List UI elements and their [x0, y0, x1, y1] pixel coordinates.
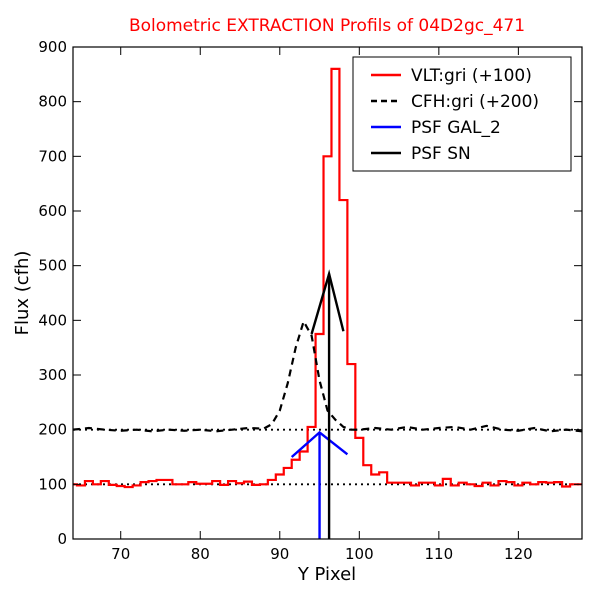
legend-label-cfh-gri-200: CFH:gri (+200) — [411, 92, 539, 112]
plot-frame — [72, 46, 583, 540]
legend-label-psf-gal-2: PSF GAL_2 — [411, 118, 501, 138]
psf-curve — [310, 269, 345, 335]
y-tick-label: 0 — [57, 530, 67, 548]
x-tick-label: 70 — [111, 545, 130, 563]
x-tick-label: 100 — [345, 545, 374, 563]
series-line — [73, 318, 582, 433]
y-axis-label: Flux (cfh) — [12, 251, 33, 336]
y-tick-label: 300 — [38, 366, 67, 384]
legend-label-psf-sn: PSF SN — [411, 144, 471, 164]
axes: 70 80 90 100 110 120 0 100 200 300 400 500 600 700 800… — [38, 38, 583, 563]
x-tick-label: 120 — [504, 545, 533, 563]
series-psf-gal-2 — [290, 430, 349, 539]
y-tick-label: 700 — [38, 147, 67, 165]
plot-area — [73, 67, 582, 539]
y-tick-label: 200 — [38, 421, 67, 439]
y-tick-label: 100 — [38, 475, 67, 493]
chart-title: Bolometric EXTRACTION Profils of 04D2gc_… — [129, 16, 525, 36]
x-tick-label: 80 — [191, 545, 210, 563]
y-tick-label: 500 — [38, 257, 67, 275]
plot-inner — [73, 67, 582, 539]
legend: VLT:gri (+100) CFH:gri (+200) PSF GAL_2 PSF… — [352, 56, 572, 172]
series-cfh-gri-200 — [73, 318, 582, 433]
y-tick-label: 800 — [38, 93, 67, 111]
y-tick-label: 400 — [38, 311, 67, 329]
x-axis-label: Y Pixel — [297, 564, 356, 585]
series-vlt-gri-100 — [73, 67, 582, 489]
series-psf-sn — [310, 269, 345, 539]
x-tick-label: 90 — [270, 545, 289, 563]
y-tick-label: 900 — [38, 38, 67, 56]
x-tick-label: 110 — [425, 545, 454, 563]
y-tick-label: 600 — [38, 202, 67, 220]
legend-label-vlt-gri-100: VLT:gri (+100) — [411, 66, 532, 86]
series-line — [73, 67, 582, 489]
